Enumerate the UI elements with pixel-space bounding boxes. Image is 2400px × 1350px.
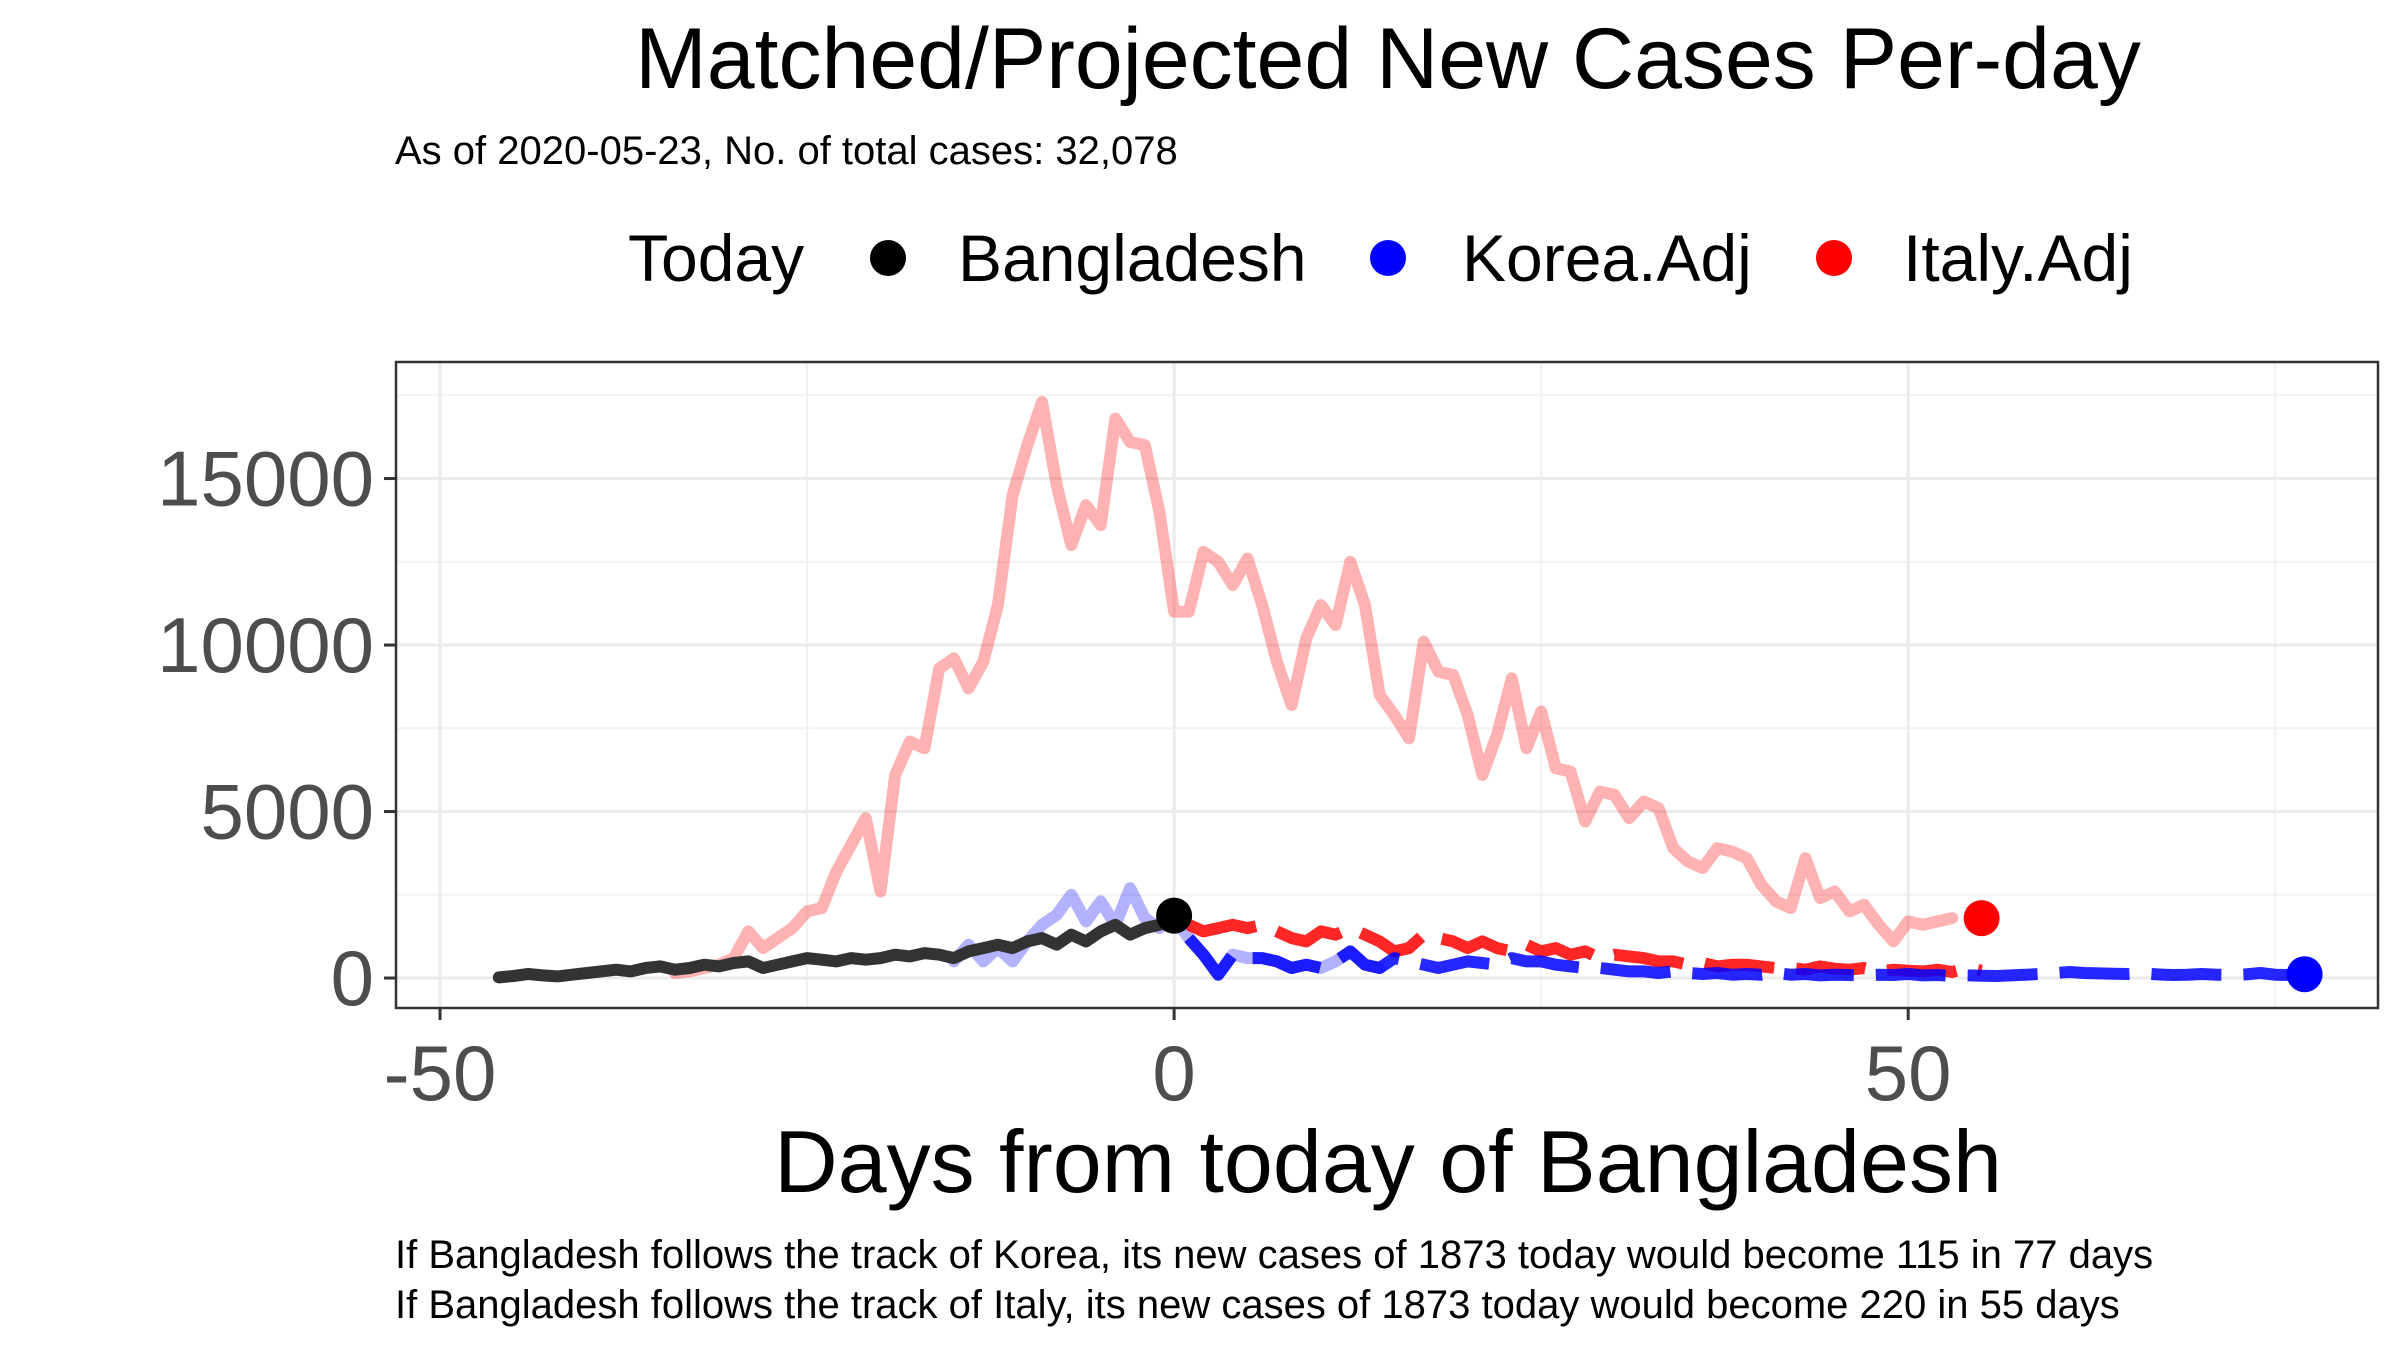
legend-label-korea: Korea.Adj <box>1462 221 1752 295</box>
x-tick-label: 50 <box>1865 1029 1952 1117</box>
legend: Today Bangladesh Korea.Adj Italy.Adj <box>628 221 2133 295</box>
x-axis: -50 0 50 <box>384 1008 1952 1117</box>
caption-korea: If Bangladesh follows the track of Korea… <box>395 1233 2153 1277</box>
x-tick-label: -50 <box>384 1029 497 1117</box>
x-tick-label: 0 <box>1152 1029 1195 1117</box>
bangladesh-matched-line <box>492 909 1181 984</box>
caption-italy: If Bangladesh follows the track of Italy… <box>395 1283 2120 1327</box>
korea-adj-today-point <box>2286 956 2323 993</box>
legend-title: Today <box>628 221 804 295</box>
plot-border <box>394 360 2380 1010</box>
legend-key-bangladesh <box>870 240 906 276</box>
x-axis-title: Days from today of Bangladesh <box>774 1112 2002 1211</box>
chart-subtitle: As of 2020-05-23, No. of total cases: 32… <box>395 129 1178 173</box>
y-tick-label: 10000 <box>157 601 374 689</box>
legend-key-korea <box>1370 240 1406 276</box>
chart-title: Matched/Projected New Cases Per-day <box>635 11 2141 107</box>
italy-adj-matched-line <box>668 396 1959 979</box>
grid-minor <box>396 362 2378 1008</box>
italy-adj-today-point <box>1963 900 2000 937</box>
y-tick-label: 5000 <box>200 768 374 856</box>
legend-label-italy: Italy.Adj <box>1903 221 2133 295</box>
korea-adj-projected-line <box>1184 934 2305 982</box>
bangladesh-today-point <box>1156 897 1193 934</box>
y-axis: 0 5000 10000 15000 <box>157 435 396 1022</box>
legend-key-italy <box>1816 240 1852 276</box>
series-layer <box>492 396 2323 993</box>
grid-major <box>396 362 2378 1008</box>
y-tick-label: 15000 <box>157 435 374 523</box>
legend-label-bangladesh: Bangladesh <box>958 221 1307 295</box>
y-tick-label: 0 <box>331 934 374 1022</box>
plot-background <box>396 362 2378 1008</box>
